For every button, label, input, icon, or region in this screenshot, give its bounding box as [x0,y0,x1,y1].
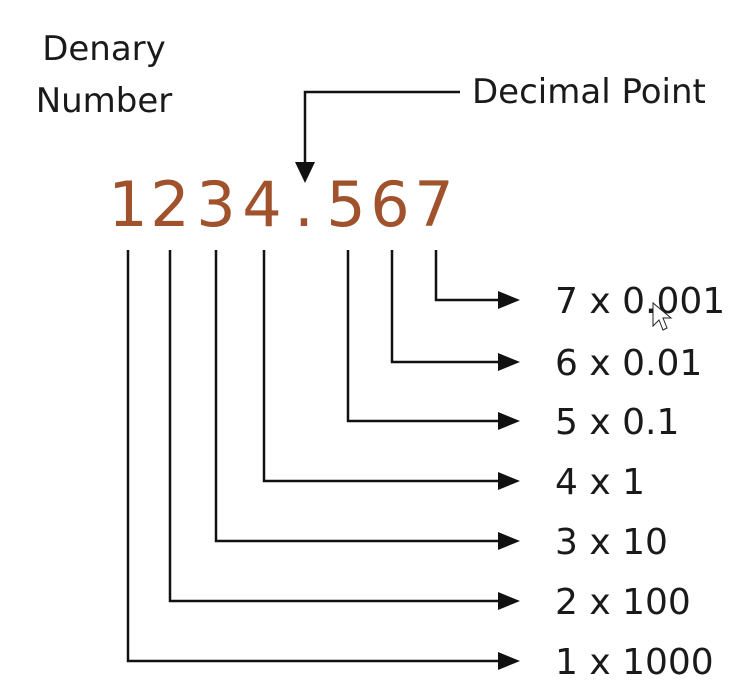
decimal-point-glyph: . [294,168,314,241]
connector-line-7 [434,250,502,302]
connector-line-4 [262,250,502,483]
place-value-labels: 1 x 1000 2 x 100 3 x 10 4 x 1 5 x 0.1 6 x 0.0… [555,281,725,683]
connector-line-2 [168,250,502,603]
denary-label-line1: Denary [42,29,166,69]
place-value-label-3: 3 x 10 [555,522,668,563]
place-value-label-4: 4 x 1 [555,462,645,503]
connector-line-5 [346,250,502,423]
arrowhead-4 [498,472,520,490]
digit-2: 2 [150,168,189,241]
arrowhead-7 [498,291,520,309]
place-value-label-6: 6 x 0.01 [555,343,702,384]
connector-line-1 [126,250,502,663]
digit-1: 1 [108,168,147,241]
connector-line-3 [214,250,502,543]
arrowhead-5 [498,412,520,430]
digit-5: 5 [326,168,365,241]
digit-6: 6 [370,168,409,241]
connector-line-6 [390,250,502,364]
digit-7: 7 [414,168,453,241]
place-value-label-2: 2 x 100 [555,582,691,623]
place-value-label-7: 7 x 0.001 [555,281,725,322]
decimal-point-arrow [295,90,460,183]
arrowhead-1 [498,652,520,670]
digit-4: 4 [242,168,281,241]
denary-label-line2: Number [36,81,173,121]
place-value-label-1: 1 x 1000 [555,642,714,683]
mouse-pointer-icon [652,301,673,331]
place-value-label-5: 5 x 0.1 [555,402,679,443]
place-value-connectors [126,250,520,670]
arrowhead-6 [498,353,520,371]
arrowhead-3 [498,532,520,550]
arrowhead-2 [498,592,520,610]
decimal-point-label: Decimal Point [472,72,706,112]
digit-3: 3 [196,168,235,241]
